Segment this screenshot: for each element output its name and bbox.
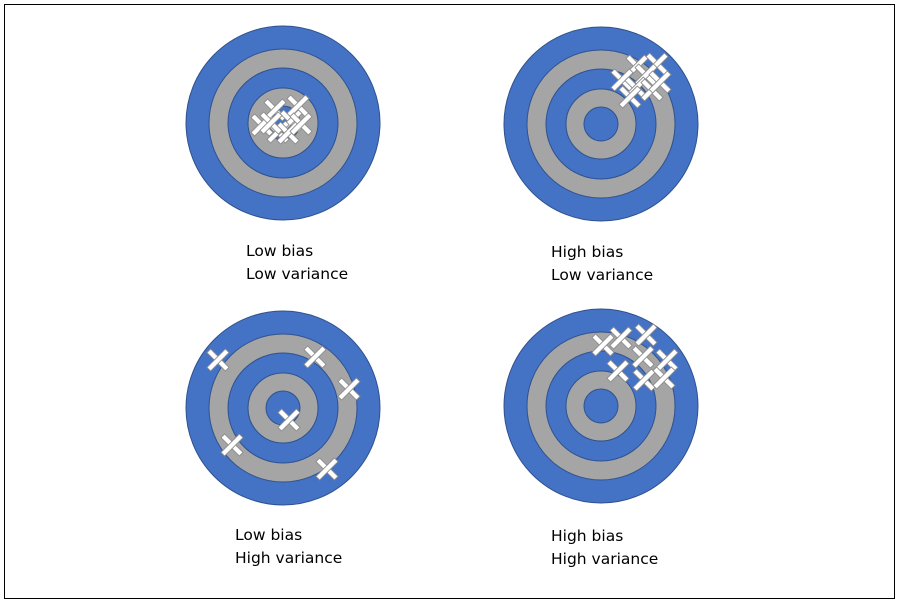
hit-marker-x-icon	[289, 112, 313, 136]
target-bullseye	[265, 390, 301, 426]
target-bullseye	[583, 106, 619, 142]
target-low-bias-low-variance	[185, 25, 381, 221]
caption-low-bias-high-variance: Low bias High variance	[235, 524, 342, 570]
target-high-bias-high-variance	[503, 308, 699, 504]
hit-marker-x-icon	[648, 70, 672, 94]
hit-marker-x-icon	[631, 345, 655, 369]
caption-line-variance: Low variance	[551, 266, 654, 284]
hit-marker-x-icon	[634, 323, 658, 347]
caption-high-bias-high-variance: High bias High variance	[551, 525, 658, 571]
target-bullseye	[583, 388, 619, 424]
hit-marker-x-icon	[606, 359, 630, 383]
hit-marker-x-icon	[315, 457, 339, 481]
target-high-bias-low-variance	[503, 26, 699, 222]
hit-marker-x-icon	[591, 333, 615, 357]
caption-line-bias: High bias	[551, 527, 624, 545]
caption-line-bias: Low bias	[246, 242, 314, 260]
hit-marker-x-icon	[610, 68, 634, 92]
hit-marker-x-icon	[303, 345, 327, 369]
target-low-bias-high-variance	[185, 310, 381, 506]
hit-marker-x-icon	[277, 408, 301, 432]
caption-low-bias-low-variance: Low bias Low variance	[246, 240, 348, 286]
hit-marker-x-icon	[206, 348, 230, 372]
caption-line-variance: High variance	[551, 550, 659, 568]
caption-line-variance: Low variance	[246, 265, 349, 283]
hit-marker-x-icon	[259, 111, 283, 135]
hit-marker-x-icon	[618, 85, 642, 109]
hit-marker-x-icon	[337, 377, 361, 401]
caption-line-bias: High bias	[551, 243, 624, 261]
hit-marker-x-icon	[652, 366, 676, 390]
diagram-frame	[4, 4, 895, 599]
caption-high-bias-low-variance: High bias Low variance	[551, 241, 653, 287]
caption-line-variance: High variance	[235, 549, 343, 567]
hit-marker-x-icon	[609, 326, 633, 350]
hit-marker-x-icon	[220, 433, 244, 457]
caption-line-bias: Low bias	[235, 526, 303, 544]
